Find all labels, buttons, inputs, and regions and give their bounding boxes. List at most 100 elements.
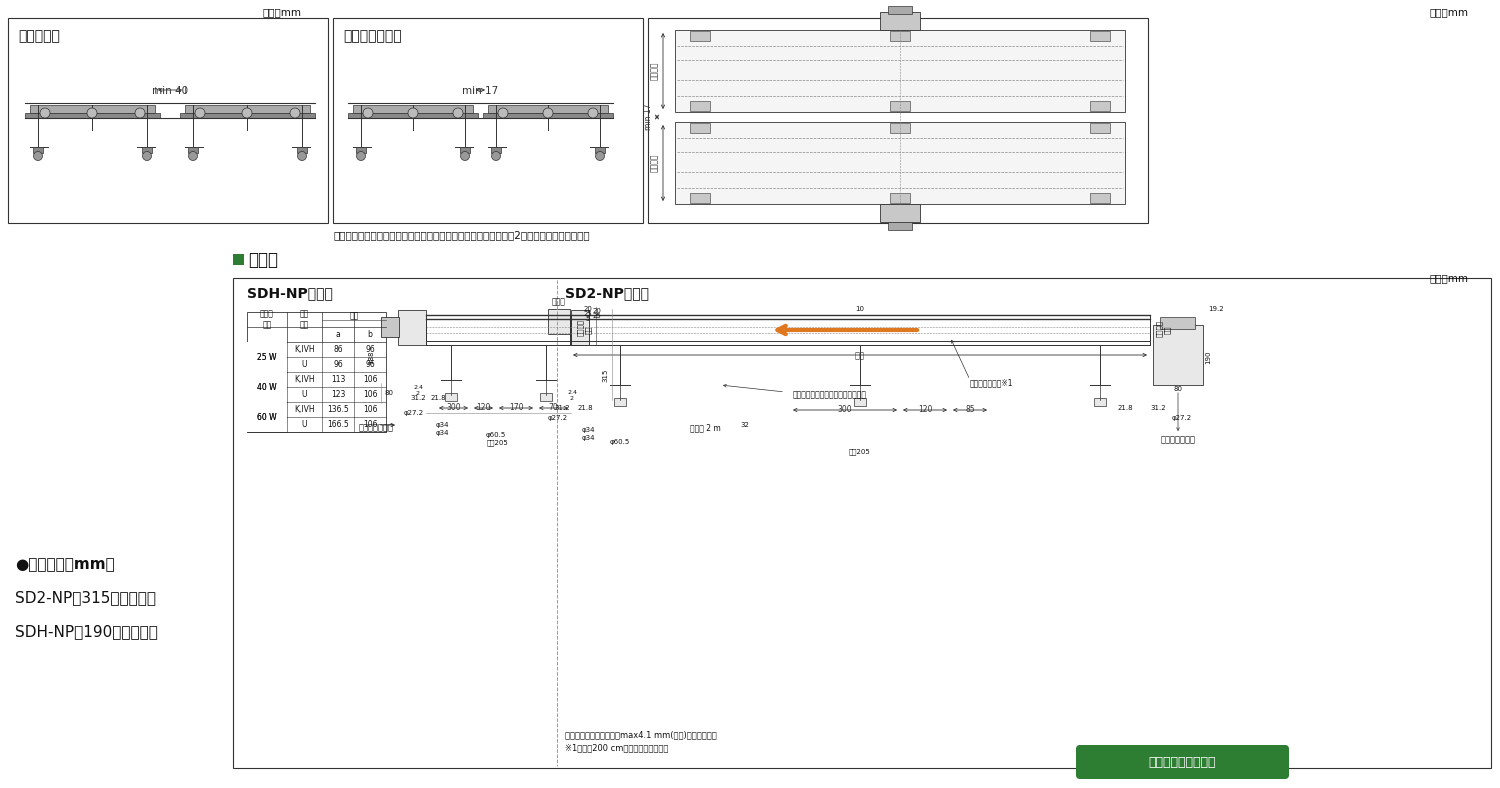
Bar: [490, 147, 501, 153]
Bar: [880, 12, 920, 30]
Bar: [890, 31, 910, 41]
Text: 25 W: 25 W: [258, 352, 276, 362]
Bar: [26, 113, 160, 118]
Text: φ27.2: φ27.2: [404, 410, 424, 416]
Text: 31.2: 31.2: [554, 405, 570, 411]
Bar: [248, 372, 286, 402]
Text: 2.4: 2.4: [567, 389, 578, 395]
Text: φ60.5: φ60.5: [486, 432, 506, 438]
Text: 5: 5: [586, 316, 590, 322]
Text: 315: 315: [602, 368, 608, 381]
Text: モータ: モータ: [552, 298, 566, 307]
Text: SD2-NPタイプ: SD2-NPタイプ: [566, 286, 650, 300]
Bar: [446, 393, 458, 401]
Text: 注）テールローラでの蛇行調整ができなくなるため、並列設置は2台までとしてください。: 注）テールローラでの蛇行調整ができなくなるため、並列設置は2台までとしてください…: [333, 230, 590, 240]
Circle shape: [498, 108, 508, 118]
Text: φ34: φ34: [582, 435, 596, 441]
Bar: [180, 113, 315, 118]
Text: 機幅: 機幅: [585, 325, 591, 334]
Text: φ34: φ34: [582, 427, 596, 433]
Circle shape: [189, 151, 198, 161]
Bar: [1154, 325, 1203, 385]
Text: 96: 96: [333, 360, 344, 369]
Text: K,IVH: K,IVH: [294, 375, 315, 384]
Text: min 17: min 17: [644, 104, 652, 130]
Text: コード 2 m: コード 2 m: [690, 423, 720, 433]
Text: 2: 2: [416, 391, 420, 396]
Text: 単位：mm: 単位：mm: [1430, 7, 1468, 17]
Bar: [248, 402, 286, 432]
Text: 106: 106: [363, 390, 378, 399]
Text: スイッチ又はコントロールユニット: スイッチ又はコントロールユニット: [794, 391, 867, 400]
Text: テールローラが機長からmax4.1 mm(片側)飛び出します: テールローラが機長からmax4.1 mm(片側)飛び出します: [566, 730, 717, 739]
Text: 21.8: 21.8: [430, 395, 445, 401]
Bar: [232, 278, 1491, 768]
Circle shape: [363, 108, 374, 118]
Bar: [352, 105, 472, 113]
Text: SDH-NPタイプ: SDH-NPタイプ: [248, 286, 333, 300]
Text: K,IVH: K,IVH: [294, 405, 315, 414]
Text: 300: 300: [446, 403, 460, 412]
Circle shape: [33, 151, 42, 161]
Text: U: U: [302, 390, 307, 399]
Bar: [675, 122, 1125, 204]
Circle shape: [453, 108, 464, 118]
Text: K,IVH: K,IVH: [294, 345, 315, 354]
Bar: [572, 310, 590, 345]
Bar: [1090, 31, 1110, 41]
Text: 170: 170: [509, 403, 524, 412]
Bar: [381, 317, 399, 337]
Text: φ60.5: φ60.5: [610, 439, 630, 445]
Text: 300: 300: [837, 405, 852, 414]
Circle shape: [543, 108, 554, 118]
Bar: [853, 398, 865, 406]
Text: 機幅205: 機幅205: [849, 448, 871, 455]
Circle shape: [460, 151, 470, 161]
Text: 汎用インバータ: 汎用インバータ: [358, 423, 393, 433]
Text: SD2-NP：315（駆動部）: SD2-NP：315（駆動部）: [15, 590, 156, 605]
Bar: [888, 222, 912, 230]
Text: 123: 123: [332, 390, 345, 399]
Text: 機幅205: 機幅205: [488, 440, 508, 446]
Bar: [356, 147, 366, 153]
Text: 190: 190: [1204, 350, 1210, 364]
Text: φ34: φ34: [436, 422, 450, 428]
Bar: [890, 193, 910, 203]
Text: 96: 96: [364, 345, 375, 354]
Bar: [614, 398, 626, 406]
Bar: [248, 312, 386, 432]
Text: 120: 120: [477, 403, 490, 412]
Bar: [348, 113, 478, 118]
Text: 2.4: 2.4: [413, 385, 423, 389]
Text: 機長: 機長: [855, 351, 865, 360]
Text: 188: 188: [368, 350, 374, 364]
Text: 106: 106: [363, 405, 378, 414]
Circle shape: [195, 108, 206, 118]
Text: min 40: min 40: [152, 86, 188, 96]
Text: 並列幅狭タイプ: 並列幅狭タイプ: [344, 29, 402, 43]
Bar: [232, 254, 244, 265]
Text: 136.5: 136.5: [327, 405, 350, 414]
Bar: [1090, 123, 1110, 133]
Text: 86: 86: [333, 345, 344, 354]
Text: 106: 106: [363, 375, 378, 384]
Bar: [690, 31, 709, 41]
Text: ●最低機高（mm）: ●最低機高（mm）: [15, 557, 114, 573]
Text: 標準タイプ: 標準タイプ: [18, 29, 60, 43]
Text: 80: 80: [384, 390, 393, 396]
Text: 20: 20: [592, 308, 602, 314]
Bar: [483, 113, 614, 118]
Circle shape: [357, 151, 366, 161]
Text: 60 W: 60 W: [256, 412, 278, 422]
Circle shape: [596, 151, 604, 161]
Bar: [1090, 101, 1110, 111]
Bar: [890, 101, 910, 111]
Text: U: U: [302, 360, 307, 369]
Bar: [33, 147, 44, 153]
Text: 32: 32: [741, 422, 750, 428]
Text: 寸法: 寸法: [350, 311, 358, 320]
Bar: [648, 18, 1148, 223]
Text: 19.2: 19.2: [1208, 306, 1224, 312]
Circle shape: [135, 108, 146, 118]
Bar: [596, 147, 604, 153]
